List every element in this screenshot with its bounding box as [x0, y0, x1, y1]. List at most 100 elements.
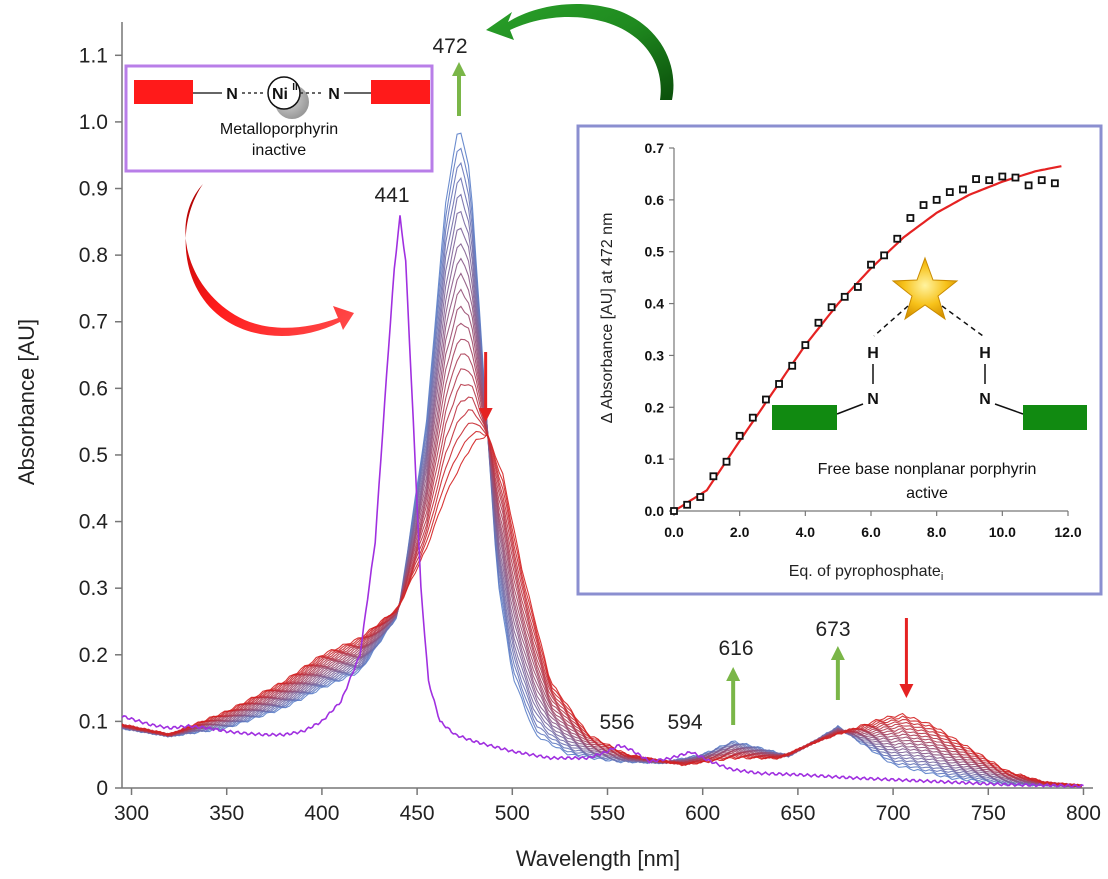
- x-tick-label: 650: [780, 802, 815, 825]
- arrow-head: [726, 667, 741, 681]
- inset-data-point: [1011, 173, 1020, 182]
- trend-arrows: [451, 62, 914, 725]
- arrow-up-icon: [830, 646, 845, 700]
- atom-h-left: H: [867, 345, 879, 362]
- y-tick-label: 0.7: [79, 311, 108, 334]
- titration-curve: [121, 396, 1082, 788]
- titration-curve: [121, 193, 1082, 788]
- peak-label-616: 616: [718, 637, 753, 660]
- inset-x-tick-label: 8.0: [927, 524, 947, 540]
- arrow-head: [478, 408, 493, 422]
- x-tick-label: 350: [209, 802, 244, 825]
- x-tick-label: 550: [590, 802, 625, 825]
- x-tick-label: 500: [495, 802, 530, 825]
- metalloporphyrin-box: N Ni II N Metalloporphyrin inactive: [124, 64, 434, 173]
- inset-data-point: [893, 234, 902, 243]
- atom-h-right: H: [979, 345, 991, 362]
- inset-y-tick-label: 0.0: [645, 503, 665, 519]
- inset-data-point: [762, 395, 770, 404]
- inset-data-point: [932, 195, 941, 204]
- x-tick-label: 750: [971, 802, 1006, 825]
- y-tick-label: 0.1: [79, 710, 108, 733]
- metalloporphyrin-caption: Metalloporphyrin: [220, 121, 338, 138]
- arrow-down-icon: [478, 352, 493, 422]
- x-tick-label: 600: [685, 802, 720, 825]
- inset-y-tick-label: 0.6: [645, 192, 665, 208]
- inset-x-axis-title: Eq. of pyrophosphatei: [789, 563, 944, 583]
- peak-label-594: 594: [667, 711, 702, 734]
- main-axes: 0 0.1 0.2 0.3 0.4 0.5 0.6 0.7 0.8 0.9 1.0 1.1 300 350…: [79, 22, 1101, 825]
- inset-y-tick-label: 0.7: [645, 140, 665, 156]
- inset-data-point: [1024, 181, 1033, 190]
- inset-data-point: [945, 188, 954, 196]
- absorbance-series: [121, 132, 1084, 789]
- inset-data-point: [998, 172, 1007, 181]
- titration-curve: [121, 161, 1082, 788]
- y-tick-label: 0: [96, 777, 108, 800]
- inset-series: [670, 165, 1062, 515]
- titration-curve: [121, 288, 1082, 788]
- inset-data-point: [683, 500, 692, 509]
- y-tick-label: 0.4: [79, 511, 109, 534]
- inset-data-point: [735, 431, 744, 440]
- inset-data-point: [1050, 179, 1059, 188]
- titration-curve: [121, 176, 1082, 788]
- y-tick-label: 0.5: [79, 444, 108, 467]
- metal-n-left: N: [226, 86, 238, 103]
- inset-x-tick-label: 4.0: [796, 524, 816, 540]
- arrow-up-icon: [726, 667, 741, 725]
- x-tick-label: 450: [400, 802, 435, 825]
- inset-y-axis-title: Δ Absorbance [AU] at 472 nm: [599, 213, 616, 424]
- porphyrin-block-green-left: [772, 405, 837, 430]
- arrow-up-icon: [451, 62, 466, 116]
- inset-data-point: [670, 507, 678, 515]
- inset-data-point: [748, 413, 757, 422]
- peak-label-556: 556: [599, 711, 634, 734]
- inset-data-point: [867, 260, 875, 269]
- inset-x-tick-label: 6.0: [861, 524, 881, 540]
- titration-curve: [121, 368, 1082, 788]
- porphyrin-block-right: [371, 80, 430, 104]
- arrow-head: [830, 646, 845, 660]
- inset-x-tick-label: 10.0: [989, 524, 1016, 540]
- inset-data-point: [880, 251, 889, 260]
- inset-fit-curve: [673, 165, 1062, 512]
- inset-y-tick-label: 0.5: [645, 244, 665, 260]
- inset-data-point: [722, 457, 731, 466]
- metalloporphyrin-status: inactive: [252, 142, 306, 159]
- inset-data-point: [788, 361, 797, 370]
- inset-data-point: [696, 493, 705, 501]
- y-tick-label: 0.9: [79, 178, 108, 201]
- inset-data-point: [959, 185, 967, 194]
- y-tick-label: 1.0: [79, 111, 108, 134]
- porphyrin-block-green-right: [1023, 405, 1087, 430]
- inset-panel: 0.0 0.1 0.2 0.3 0.4 0.5 0.6 0.7 0.0 2.0 4.0 6.0 8.0 1…: [576, 124, 1103, 596]
- metalloporphyrin-curve: [121, 215, 1084, 789]
- y-tick-label: 1.1: [79, 44, 108, 67]
- inset-data-point: [985, 176, 994, 185]
- peak-label-472: 472: [432, 35, 467, 58]
- red-curved-arrow: [185, 184, 354, 337]
- inset-data-point: [840, 292, 849, 301]
- inset-data-point: [827, 303, 836, 312]
- titration-curve: [121, 383, 1082, 788]
- y-tick-label: 0.6: [79, 377, 108, 400]
- inset-data-point: [853, 283, 862, 291]
- y-tick-label: 0.3: [79, 577, 108, 600]
- free-base-structure: H H N N Free base nonplanar porphyrin ac…: [772, 256, 1087, 502]
- atom-n-left: N: [867, 391, 879, 408]
- inset-data-point: [814, 318, 823, 327]
- porphyrin-block-left: [134, 80, 193, 104]
- arrow-head: [451, 62, 466, 76]
- inset-data-point: [775, 380, 783, 388]
- y-tick-label: 0.2: [79, 644, 108, 667]
- ni-symbol: Ni: [272, 86, 288, 103]
- inset-data-point: [1037, 176, 1046, 185]
- inset-data-point: [801, 341, 810, 349]
- metal-n-right: N: [328, 86, 340, 103]
- y-tick-label: 0.8: [79, 244, 108, 267]
- arrow-head: [899, 684, 914, 698]
- inset-data-point: [972, 175, 980, 184]
- x-tick-label: 700: [876, 802, 911, 825]
